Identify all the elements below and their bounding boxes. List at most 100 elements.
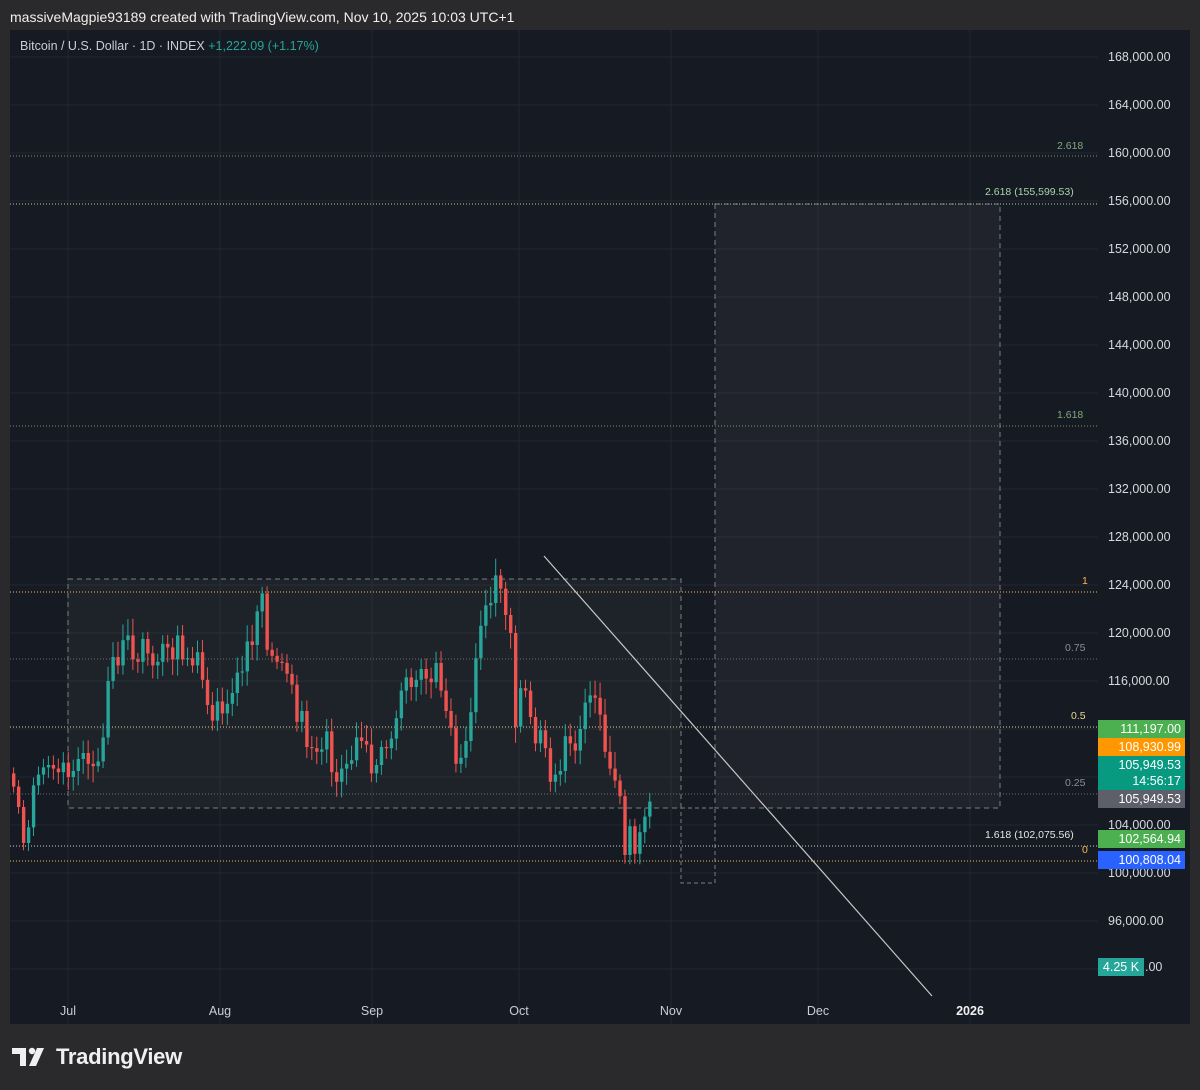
candle [444, 690, 448, 711]
price-tick: 156,000.00 [1108, 194, 1171, 208]
chart-pane[interactable] [10, 30, 1098, 1024]
candle [230, 693, 235, 704]
candle [349, 760, 354, 764]
candle [588, 695, 592, 703]
candle [16, 786, 21, 807]
candle [330, 731, 334, 773]
candle [523, 688, 528, 691]
candle [354, 737, 359, 761]
candle [235, 672, 240, 693]
candle [66, 762, 71, 777]
candle [419, 669, 423, 680]
candle [543, 730, 548, 749]
price-tick: 168,000.00 [1108, 50, 1171, 64]
candle [499, 575, 503, 589]
price-tick: 116,000.00 [1108, 674, 1170, 688]
fib-label-1618-low: 1.618 (102,075.56) [985, 829, 1074, 841]
candle [489, 603, 493, 606]
candle [394, 718, 399, 739]
price-chart[interactable] [10, 30, 1098, 1024]
candle [409, 677, 413, 687]
candle [141, 639, 145, 662]
price-tick: 124,000.00 [1108, 578, 1171, 592]
price-badge-108930: 108,930.99 [1098, 738, 1185, 756]
candle [325, 731, 329, 750]
candle [91, 763, 95, 767]
candle [225, 703, 230, 714]
candle [404, 677, 409, 691]
candle [359, 737, 364, 741]
candle [12, 773, 16, 787]
candle [166, 643, 170, 648]
candle [379, 747, 384, 765]
candle [300, 711, 304, 722]
candle [558, 771, 563, 775]
candle [36, 774, 41, 786]
candle [320, 749, 324, 752]
time-label-dec: Dec [806, 1004, 830, 1018]
candle [285, 663, 289, 674]
price-tick: 136,000.00 [1108, 434, 1171, 448]
time-label-2026: 2026 [956, 1004, 984, 1018]
candle [648, 801, 652, 817]
candle [210, 705, 215, 721]
time-label-jul: Jul [60, 1004, 76, 1018]
candle [280, 661, 284, 663]
candle [633, 826, 637, 854]
price-tick: 164,000.00 [1108, 98, 1171, 112]
candle [563, 736, 568, 771]
candle [374, 765, 379, 774]
candle [21, 807, 26, 843]
candle [573, 743, 578, 751]
candle [290, 673, 294, 685]
candle [51, 765, 56, 769]
candle [315, 748, 319, 752]
price-tick: 152,000.00 [1108, 242, 1171, 256]
candle [106, 681, 110, 738]
candle [429, 678, 433, 683]
candle [643, 816, 647, 833]
time-label-nov: Nov [659, 1004, 683, 1018]
projection-box [714, 203, 1001, 809]
candle [384, 747, 389, 749]
bar-countdown-timer: 14:56:17 [1132, 774, 1181, 788]
candle [459, 757, 463, 764]
candle [190, 658, 195, 666]
candle [310, 747, 314, 749]
tradingview-logo[interactable]: TradingView [12, 1044, 182, 1070]
price-change: +1,222.09 (+1.17%) [208, 39, 319, 53]
candle [399, 690, 404, 719]
candle [623, 796, 627, 855]
candle [364, 741, 369, 745]
candle [528, 690, 533, 717]
candle [56, 768, 61, 773]
candle [598, 697, 602, 715]
candle [618, 780, 622, 797]
candle [509, 615, 513, 633]
fib-label-025: 0.25 [1065, 777, 1086, 789]
last-price-value: 105,949.53 [1118, 758, 1181, 772]
candle [593, 695, 597, 698]
symbol-legend: Bitcoin / U.S. Dollar · 1D · INDEX +1,22… [20, 39, 319, 53]
time-label-sep: Sep [360, 1004, 384, 1018]
price-badge-100808: 100,808.04 [1098, 851, 1185, 869]
candle [538, 730, 543, 744]
candle [205, 679, 210, 705]
price-tick: 148,000.00 [1108, 290, 1171, 304]
candle [61, 762, 66, 773]
candle [116, 657, 120, 666]
candle [46, 765, 51, 768]
price-tick: 96,000.00 [1108, 914, 1164, 928]
candle [131, 635, 135, 660]
candle [434, 663, 438, 683]
fib-label-1618-top: 1.618 [1057, 409, 1084, 421]
fib-label-2618-top: 2.618 [1057, 140, 1084, 152]
time-label-aug: Aug [208, 1004, 232, 1018]
candle [195, 652, 200, 666]
price-tick: 128,000.00 [1108, 530, 1171, 544]
price-tick: 120,000.00 [1108, 626, 1171, 640]
candle [185, 658, 190, 660]
volume-badge: 4.25 K [1098, 958, 1144, 976]
candle [494, 575, 498, 603]
candle [41, 767, 46, 775]
